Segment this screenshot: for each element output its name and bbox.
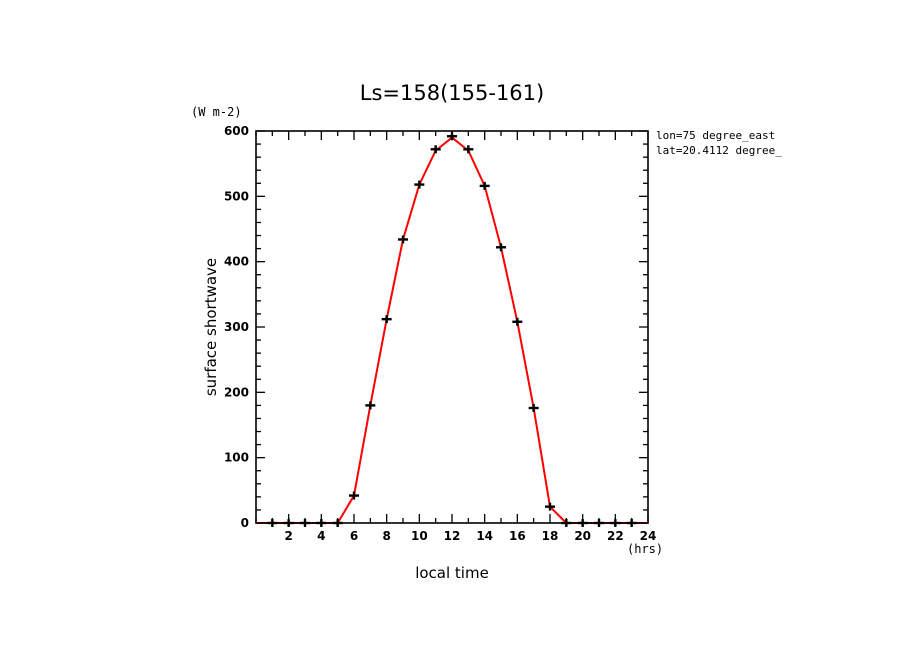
plot-area — [256, 132, 648, 527]
y-axis-label: surface shortwave — [202, 258, 220, 396]
x-tick-label: 14 — [476, 529, 493, 543]
axis-ticks — [255, 130, 649, 524]
data-point-marker — [430, 145, 441, 154]
y-tick-label: 500 — [224, 189, 249, 203]
y-tick-label: 300 — [224, 320, 249, 334]
x-tick-label: 20 — [574, 529, 591, 543]
data-point-marker — [365, 401, 376, 410]
chart-title: Ls=158(155-161) — [360, 81, 544, 105]
series-line — [256, 136, 648, 524]
y-tick-label: 100 — [224, 451, 249, 465]
x-tick-label: 8 — [382, 529, 390, 543]
y-tick-label: 600 — [224, 124, 249, 138]
annotation-lon: lon=75 degree_east — [656, 129, 775, 142]
data-point-marker — [545, 502, 555, 511]
x-tick-label: 16 — [509, 529, 526, 543]
data-point-marker — [512, 317, 523, 326]
y-tick-label: 400 — [224, 255, 249, 269]
x-unit-label: (hrs) — [627, 542, 663, 556]
data-point-marker — [447, 132, 457, 141]
x-tick-label: 18 — [542, 529, 559, 543]
y-unit-label: (W m-2) — [191, 105, 242, 119]
x-tick-label: 22 — [607, 529, 624, 543]
x-tick-label: 12 — [444, 529, 461, 543]
data-point-marker — [528, 404, 539, 413]
data-point-marker — [398, 235, 408, 244]
x-tick-label: 6 — [350, 529, 358, 543]
x-tick-label: 2 — [284, 529, 292, 543]
x-tick-label: 24 — [640, 529, 657, 543]
plot-frame — [255, 130, 649, 524]
data-point-marker — [381, 315, 392, 324]
data-point-marker — [463, 145, 474, 154]
y-tick-label: 0 — [241, 516, 249, 530]
x-tick-label: 10 — [411, 529, 428, 543]
data-point-marker — [496, 243, 506, 252]
x-tick-label: 4 — [317, 529, 325, 543]
x-axis-label: local time — [415, 564, 489, 582]
y-tick-label: 200 — [224, 385, 249, 399]
data-point-marker — [414, 180, 425, 189]
annotation-lat: lat=20.4112 degree_ — [656, 144, 782, 157]
data-point-marker — [349, 491, 359, 500]
data-point-marker — [479, 181, 490, 190]
